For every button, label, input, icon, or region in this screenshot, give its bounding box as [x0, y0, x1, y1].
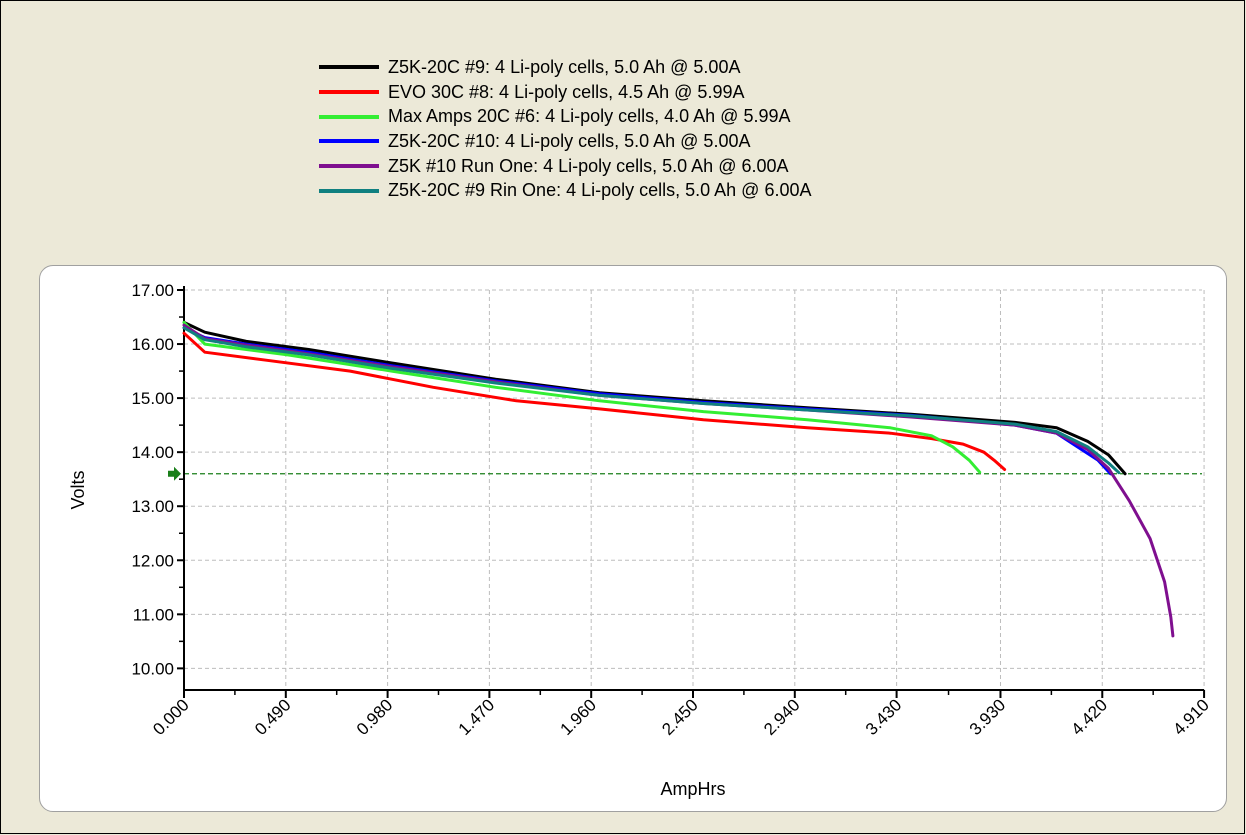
x-tick-label: 3.930 [966, 695, 1010, 739]
y-axis-title: Volts [68, 470, 88, 509]
reference-marker-icon [168, 466, 181, 481]
y-tick-label: 15.00 [131, 389, 174, 408]
x-axis-title: AmpHrs [660, 779, 725, 799]
legend-swatch [319, 65, 379, 70]
legend: Z5K-20C #9: 4 Li-poly cells, 5.0 Ah @ 5.… [319, 55, 812, 203]
x-tick-label: 2.940 [760, 695, 804, 739]
series-line-6 [182, 326, 1121, 475]
legend-label: Z5K-20C #10: 4 Li-poly cells, 5.0 Ah @ 5… [388, 130, 751, 151]
x-tick-label: 4.420 [1068, 695, 1112, 739]
legend-label: Z5K #10 Run One: 4 Li-poly cells, 5.0 Ah… [388, 155, 789, 176]
legend-item: Max Amps 20C #6: 4 Li-poly cells, 4.0 Ah… [319, 104, 812, 129]
legend-item: Z5K-20C #9: 4 Li-poly cells, 5.0 Ah @ 5.… [319, 55, 812, 80]
series-line-5 [182, 323, 1175, 638]
legend-label: EVO 30C #8: 4 Li-poly cells, 4.5 Ah @ 5.… [388, 81, 745, 102]
series-line-3 [182, 320, 982, 474]
y-tick-label: 14.00 [131, 443, 174, 462]
legend-swatch [319, 139, 379, 144]
y-tick-label: 10.00 [131, 659, 174, 678]
x-tick-label: 2.450 [658, 695, 702, 739]
legend-label: Z5K-20C #9 Rin One: 4 Li-poly cells, 5.0… [388, 180, 812, 201]
x-tick-label: 3.430 [862, 695, 906, 739]
y-tick-label: 12.00 [131, 551, 174, 570]
legend-item: EVO 30C #8: 4 Li-poly cells, 4.5 Ah @ 5.… [319, 80, 812, 105]
legend-swatch [319, 90, 379, 95]
y-tick-label: 13.00 [131, 497, 174, 516]
legend-item: Z5K-20C #10: 4 Li-poly cells, 5.0 Ah @ 5… [319, 129, 812, 154]
legend-swatch [319, 114, 379, 119]
x-tick-label: 1.470 [455, 695, 499, 739]
x-tick-label: 4.910 [1169, 695, 1213, 739]
x-tick-label: 1.960 [557, 695, 601, 739]
legend-item: Z5K #10 Run One: 4 Li-poly cells, 5.0 Ah… [319, 154, 812, 179]
legend-swatch [319, 188, 379, 193]
legend-item: Z5K-20C #9 Rin One: 4 Li-poly cells, 5.0… [319, 178, 812, 203]
x-tick-label: 0.000 [149, 695, 193, 739]
plot-panel: 17.00 16.00 15.00 14.00 13.00 12.00 11.00 10.00… [39, 265, 1227, 812]
chart-svg: 17.00 16.00 15.00 14.00 13.00 12.00 11.00 10.00… [68, 281, 1213, 799]
series-line-2 [182, 331, 1007, 471]
y-tick-label: 11.00 [133, 605, 174, 624]
legend-label: Z5K-20C #9: 4 Li-poly cells, 5.0 Ah @ 5.… [388, 56, 741, 77]
y-tick-label: 16.00 [131, 335, 174, 354]
y-tick-label: 17.00 [131, 281, 174, 300]
series-line-1 [182, 320, 1127, 476]
x-tick-label: 0.490 [251, 695, 295, 739]
legend-swatch [319, 164, 379, 169]
legend-label: Max Amps 20C #6: 4 Li-poly cells, 4.0 Ah… [388, 106, 791, 127]
x-tick-label: 0.980 [353, 695, 397, 739]
